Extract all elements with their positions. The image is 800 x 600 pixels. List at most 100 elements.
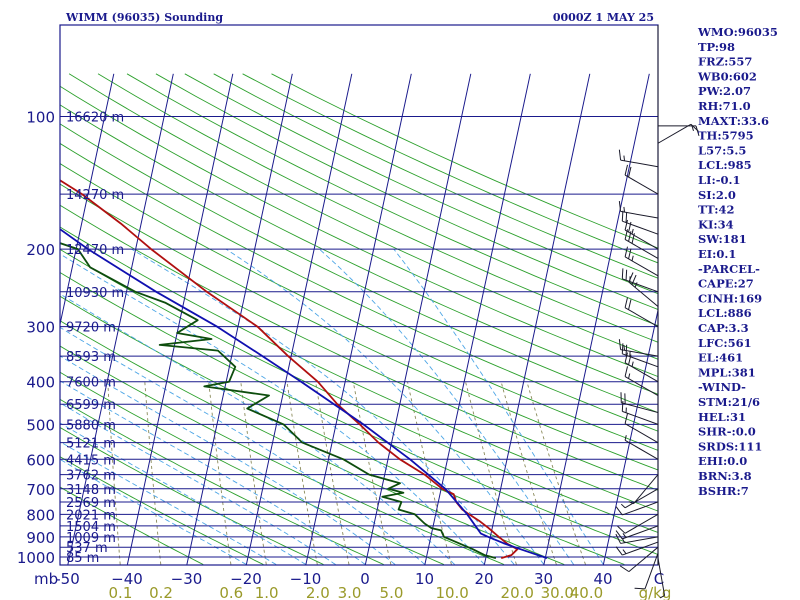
wind-barb [624,352,659,383]
wind-barb [628,474,659,505]
wind-barb-flag [624,352,628,363]
mixing-ratio-line [107,381,121,565]
index-value: SI:2.0 [698,188,736,202]
temperature-tick-label: 30 [534,570,553,588]
height-label: 1009 m [66,531,116,546]
wind-barb [624,435,659,460]
wind-barb-staff [624,513,659,534]
pressure-tick-label: 800 [26,506,55,524]
dry-adiabat-line [97,73,658,343]
wind-barb-staff [628,546,659,572]
dry-adiabat-line [60,85,658,378]
index-value: -WIND- [698,380,746,394]
wind-barbs [615,25,700,599]
mixing-ratio-line [144,381,162,565]
wind-barb-flag [621,343,624,354]
wind-barb-flag [624,297,628,308]
wind-barb [615,541,659,556]
isotherm-line [67,73,174,565]
wind-barb [634,552,659,590]
index-value: MPL:381 [698,365,756,379]
temperature-tick-label: −30 [171,570,203,588]
chart-datetime: 0000Z 1 MAY 25 [553,11,654,24]
height-label: 3148 m [66,483,116,498]
dry-adiabat-line [60,271,658,556]
wind-barb-staff [620,159,659,168]
height-label: 10930 m [66,286,124,301]
pressure-unit-label: mb [34,570,58,588]
wind-barb-flag [634,587,646,590]
wind-barb-flag [625,269,628,281]
wind-barb [657,558,666,599]
wind-barb-staff [624,376,659,396]
wind-barb-flag [618,339,622,350]
wind-barb [658,125,700,136]
wind-barb-flag [621,268,624,279]
wind-barb-staff [621,402,659,414]
wind-barb-staff [622,353,659,368]
wind-barb-flag [624,366,628,377]
wind-barb-staff [622,278,659,293]
chart-title: WIMM (96035) Sounding [65,11,223,24]
wind-barb-flag [618,149,622,161]
dry-adiabat-line [60,371,445,565]
temperature-tick-label: 20 [474,570,493,588]
wind-barb [624,219,659,250]
wind-barb-half [691,125,694,131]
wind-barb-half [628,501,634,505]
index-value: CINH:169 [698,291,762,305]
dry-adiabat-line [155,73,658,310]
wind-barb-flag [619,565,630,573]
parcel-profile-line [60,228,548,559]
index-value: TT:42 [698,203,735,217]
wind-barb-flag [621,210,624,222]
isotherm-line [602,307,658,565]
wind-barb-staff [624,229,659,250]
temperature-tick-label: −40 [111,570,143,588]
height-label: 5880 m [66,418,116,433]
index-value: TH:5795 [698,129,754,143]
wind-barb-half [634,282,638,288]
index-value: PW:2.07 [698,84,751,98]
wind-barb [619,546,659,573]
wind-barb-staff [622,501,659,516]
index-value: FRZ:557 [698,55,752,69]
dry-adiabat-line [60,320,565,565]
isotherms [60,73,658,565]
wind-barb-staff [620,349,659,357]
height-label: 16620 m [66,111,124,126]
mixing-ratio-line [240,381,267,565]
isotherm-line [364,73,472,565]
wind-barb-flag [615,533,622,544]
height-label: 2021 m [66,508,116,523]
height-label: 2569 m [66,496,116,511]
wind-barb-staff [633,474,659,505]
index-value: L57:5.5 [698,143,746,157]
wind-barb [621,268,659,293]
wind-barb-staff [622,541,659,556]
moist-adiabat-line [60,441,277,565]
plot-area [60,25,658,565]
index-value: CAPE:27 [698,277,754,291]
index-value: LCL:985 [698,158,752,172]
isotherm-line [60,73,115,327]
mixing-ratio-tick-label: 20.0 [501,584,534,600]
index-value: RH:71.0 [698,99,751,113]
temperature-tick-label: 10 [415,570,434,588]
index-value: WMO:96035 [697,25,778,39]
wind-barb [620,488,659,509]
wind-barb [624,246,659,277]
wind-barb-staff [624,239,659,259]
dry-adiabat-line [60,104,658,395]
dry-adiabat-line [126,73,658,327]
mixing-ratio-tick-label: 5.0 [380,584,404,600]
index-value: CAP:3.3 [698,321,749,335]
wind-barb-flag [615,530,623,540]
mixing-ratio-unit-label: g/kg [639,584,672,600]
moist-adiabat-line [60,355,396,565]
wind-barb-half [622,533,627,538]
isotherm-line [483,73,591,565]
wind-barb [624,413,659,444]
index-value: -PARCEL- [698,262,760,276]
